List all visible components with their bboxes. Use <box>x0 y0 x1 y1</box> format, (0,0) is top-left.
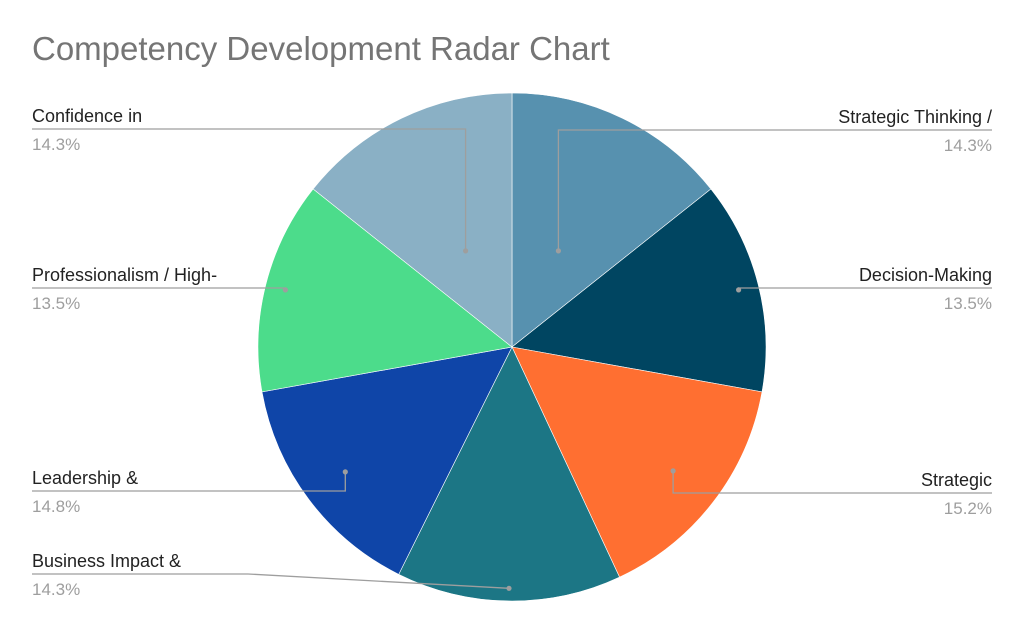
leader-line-slice-3 <box>672 470 992 494</box>
slice-percent-slice-3: 15.2% <box>944 499 992 518</box>
slice-percent-slice-5: 14.8% <box>32 497 80 516</box>
leader-line-slice-7 <box>32 128 467 251</box>
leader-dot-slice-6 <box>282 287 288 293</box>
leader-line-slice-5 <box>32 471 346 492</box>
pie-slice-7 <box>312 92 513 348</box>
slice-percent-slice-2: 13.5% <box>944 294 992 313</box>
slice-label-slice-3: Strategic <box>921 470 992 490</box>
slice-percent-business-impact: 14.3% <box>32 580 80 599</box>
leader-dot-slice-5 <box>342 469 348 475</box>
slice-label-slice-6: Professionalism / High- <box>32 265 217 285</box>
leader-dot-business-impact <box>506 585 512 591</box>
leader-lines <box>32 128 992 591</box>
leader-line-business-impact <box>32 573 510 589</box>
slice-label-slice-5: Leadership & <box>32 468 138 488</box>
chart-title: Competency Development Radar Chart <box>32 30 610 67</box>
leader-line-slice-2 <box>737 287 992 290</box>
leader-dot-slice-2 <box>736 287 742 293</box>
leader-dot-slice-7 <box>463 248 469 254</box>
slice-label-slice-2: Decision-Making <box>859 265 992 285</box>
slice-percent-slice-1: 14.3% <box>944 136 992 155</box>
pie-slice-3 <box>511 346 763 578</box>
pie-slices <box>257 92 767 602</box>
pie-slice-5 <box>261 346 513 575</box>
slice-label-slice-1: Strategic Thinking / <box>838 107 992 127</box>
leader-dot-slice-3 <box>670 468 676 474</box>
pie-slice-6 <box>257 188 513 393</box>
leader-line-slice-6 <box>32 287 287 290</box>
leader-line-slice-1 <box>557 129 992 251</box>
slice-labels: Strategic Thinking / 14.3% Decision-Making… <box>32 106 992 599</box>
slice-percent-slice-6: 13.5% <box>32 294 80 313</box>
pie-slice-1 <box>511 92 712 348</box>
leader-dot-slice-1 <box>555 248 562 254</box>
slice-percent-slice-7: 14.3% <box>32 135 80 154</box>
slice-label-business-impact: Business Impact & <box>32 551 181 571</box>
slice-label-slice-7: Confidence in <box>32 106 142 126</box>
pie-slice-2 <box>511 188 767 393</box>
